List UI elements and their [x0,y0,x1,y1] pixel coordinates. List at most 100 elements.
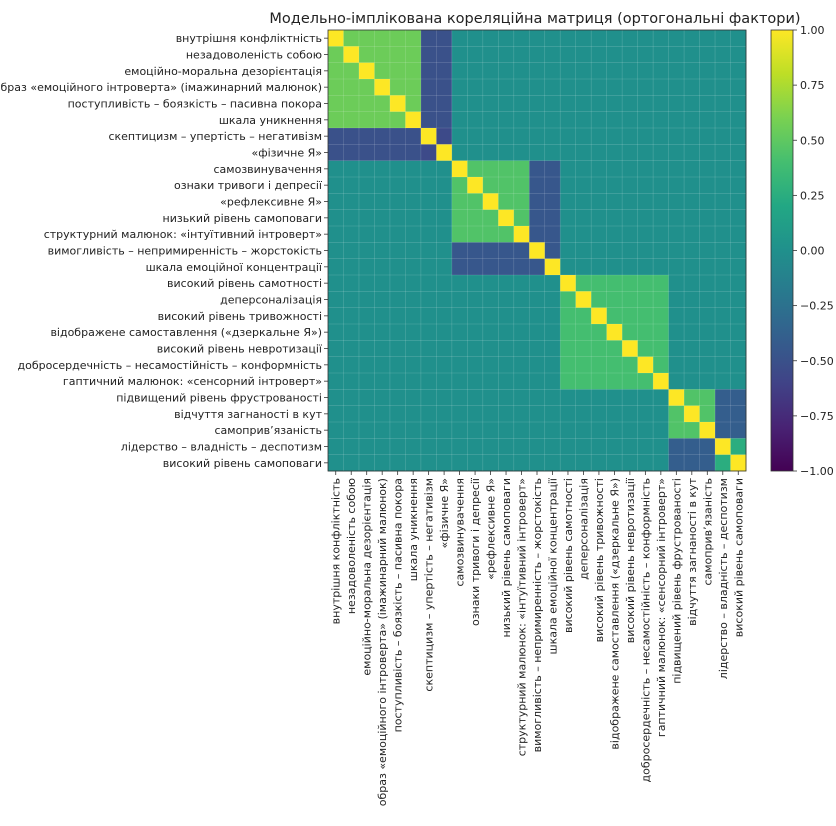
heatmap-cell [637,62,654,80]
heatmap-cell [544,340,561,358]
heatmap-cell [637,144,654,162]
heatmap-cell [467,30,484,47]
heatmap-cell [591,324,608,341]
heatmap-cell [405,144,422,162]
heatmap-cell [374,454,391,472]
heatmap-cell [358,111,375,129]
heatmap-cell [389,242,406,260]
heatmap-cell [544,144,561,162]
x-tick-label: образ «емоційного інтроверта» (імажинарн… [376,478,389,806]
heatmap-cell [699,79,716,96]
heatmap-cell [591,438,608,456]
heatmap-cell [653,422,669,439]
heatmap-cell [529,79,546,96]
heatmap-cell [482,405,499,423]
heatmap-cell [544,454,561,472]
heatmap-cell [715,30,731,47]
heatmap-cell [591,111,608,129]
heatmap-cell [420,193,437,211]
heatmap-cell [343,209,360,227]
heatmap-cell [544,373,561,390]
heatmap-cell [653,111,669,129]
heatmap-cell [668,160,685,178]
heatmap-cell [374,144,391,162]
heatmap-cell [451,242,468,260]
heatmap-cell [575,438,592,456]
heatmap-cell [405,258,422,276]
x-tick-label: поступливість – боязкість – пасивна поко… [392,478,405,732]
heatmap-cell [622,95,639,113]
heatmap-cell [405,422,422,439]
heatmap-cell [513,160,530,178]
heatmap-cell [668,79,685,96]
heatmap-cell [405,291,422,309]
heatmap-cell [637,356,654,374]
heatmap-cell [684,258,700,276]
heatmap-cell [436,111,453,129]
heatmap-cell [668,389,685,407]
heatmap-cell [699,111,716,129]
y-tick-label: образ «емоційного інтроверта» (імажинарн… [0,81,322,94]
heatmap-cell [591,373,608,390]
heatmap-cell [668,226,685,243]
heatmap-cell [637,95,654,113]
heatmap-cell [606,405,623,423]
heatmap-cell [328,177,344,194]
heatmap-cell [467,209,484,227]
heatmap-cell [560,226,577,243]
heatmap-cell [575,193,592,211]
heatmap-cell [389,340,406,358]
heatmap-cell [529,307,546,325]
heatmap-cell [405,275,422,292]
heatmap-cell [358,324,375,341]
heatmap-cell [358,356,375,374]
heatmap-cell [622,111,639,129]
heatmap-cell [451,226,468,243]
heatmap-cell [529,373,546,390]
heatmap-cell [622,144,639,162]
heatmap-cell [699,128,716,145]
heatmap-cell [451,258,468,276]
heatmap-cell [374,242,391,260]
heatmap-cell [575,258,592,276]
heatmap-cell [591,46,608,64]
heatmap-cell [389,209,406,227]
heatmap-cell [420,30,437,47]
heatmap-cell [653,275,669,292]
heatmap-cell [389,62,406,80]
heatmap-cell [482,128,499,145]
heatmap-cell [374,356,391,374]
heatmap-cell [529,128,546,145]
heatmap-cell [637,226,654,243]
heatmap-cell [343,307,360,325]
heatmap-cell [498,258,515,276]
heatmap-cell [420,291,437,309]
heatmap-cell [374,128,391,145]
heatmap-cell [699,275,716,292]
heatmap-cell [374,307,391,325]
heatmap-cell [544,193,561,211]
heatmap-cell [467,324,484,341]
heatmap-cell [389,30,406,47]
heatmap-cell [328,438,344,456]
heatmap-cell [622,62,639,80]
heatmap-cell [328,209,344,227]
heatmap-cell [328,242,344,260]
x-tick-label: вимогливість – непримиренність – жорсток… [531,478,544,752]
heatmap-cell [343,177,360,194]
heatmap-cell [420,226,437,243]
heatmap-cell [436,62,453,80]
heatmap-cell [699,226,716,243]
heatmap-cell [560,46,577,64]
heatmap-cell [529,389,546,407]
heatmap-cell [591,389,608,407]
heatmap-cell [653,373,669,390]
heatmap-cell [358,422,375,439]
heatmap-cell [560,373,577,390]
heatmap-cell [389,422,406,439]
heatmap-cell [529,258,546,276]
heatmap-cell [358,275,375,292]
heatmap-cell [420,389,437,407]
heatmap-cell [343,111,360,129]
heatmap-cell [529,160,546,178]
